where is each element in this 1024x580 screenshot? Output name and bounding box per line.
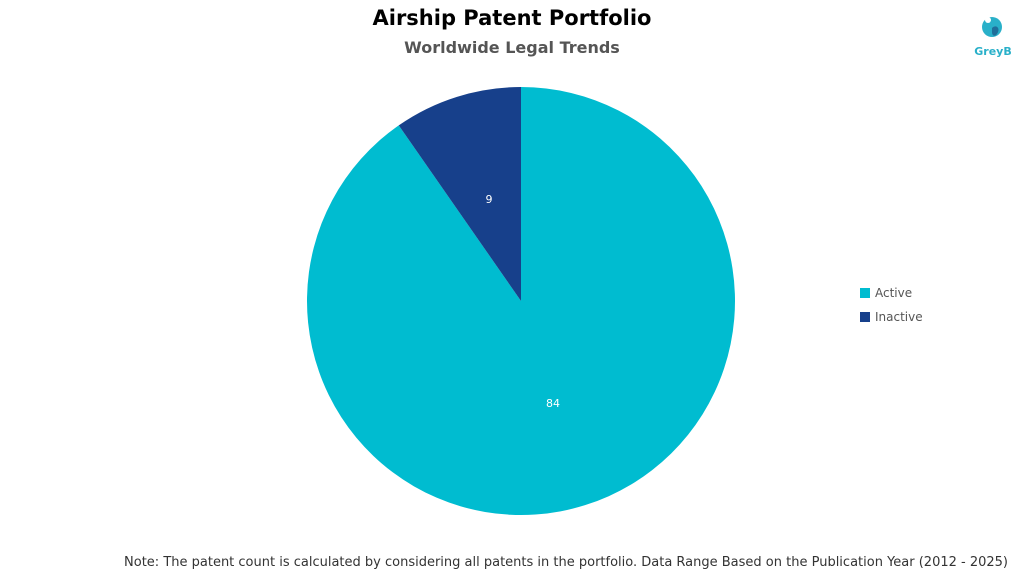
greyb-logo-icon — [982, 17, 1002, 37]
pie-data-label-inactive: 9 — [485, 193, 492, 206]
pie-slice-active — [306, 87, 735, 515]
logo-text: GreyB — [974, 45, 1012, 58]
pie-slice-inactive — [398, 87, 521, 301]
legend-item-inactive[interactable]: Inactive — [860, 305, 923, 329]
legend-item-active[interactable]: Active — [860, 281, 923, 305]
greyb-logo: GreyB — [968, 12, 1018, 64]
chart-note: Note: The patent count is calculated by … — [124, 555, 1008, 570]
legend-swatch — [860, 288, 870, 298]
chart-title: Airship Patent Portfolio — [372, 6, 652, 30]
legend-label: Inactive — [875, 310, 923, 324]
legend-swatch — [860, 312, 870, 322]
chart-legend: Active Inactive — [860, 281, 923, 329]
pie-data-label-active: 84 — [546, 397, 560, 410]
chart-subtitle: Worldwide Legal Trends — [404, 38, 620, 57]
legend-label: Active — [875, 286, 913, 300]
